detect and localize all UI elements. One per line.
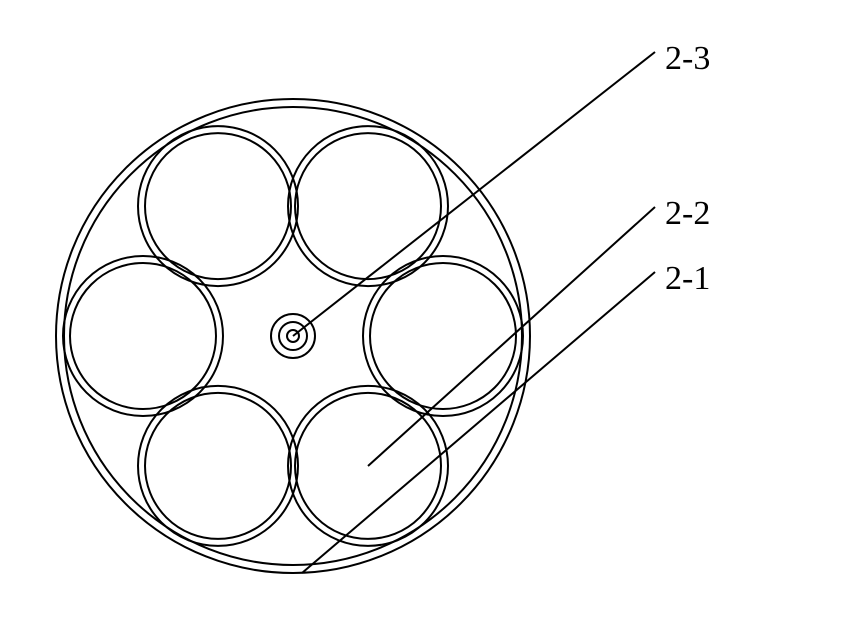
- callout-label-2-3: 2-3: [665, 40, 710, 78]
- orbit-circle-5-inner: [145, 133, 291, 279]
- orbit-circle-0-inner: [295, 133, 441, 279]
- orbit-circle-1-outer: [363, 256, 523, 416]
- orbit-circle-3-outer: [138, 386, 298, 546]
- orbit-circle-3-inner: [145, 393, 291, 539]
- figure-container: 2-3 2-2 2-1: [0, 0, 843, 636]
- callout-label-2-1: 2-1: [665, 260, 710, 298]
- orbit-circle-0-outer: [288, 126, 448, 286]
- callout-line-2-3: [293, 52, 655, 336]
- orbit-circle-4-inner: [70, 263, 216, 409]
- orbit-circle-5-outer: [138, 126, 298, 286]
- orbit-circle-4-outer: [63, 256, 223, 416]
- figure-svg: [0, 0, 843, 636]
- orbit-circle-1-inner: [370, 263, 516, 409]
- callout-label-2-2: 2-2: [665, 195, 710, 233]
- callout-line-2-1: [302, 272, 655, 573]
